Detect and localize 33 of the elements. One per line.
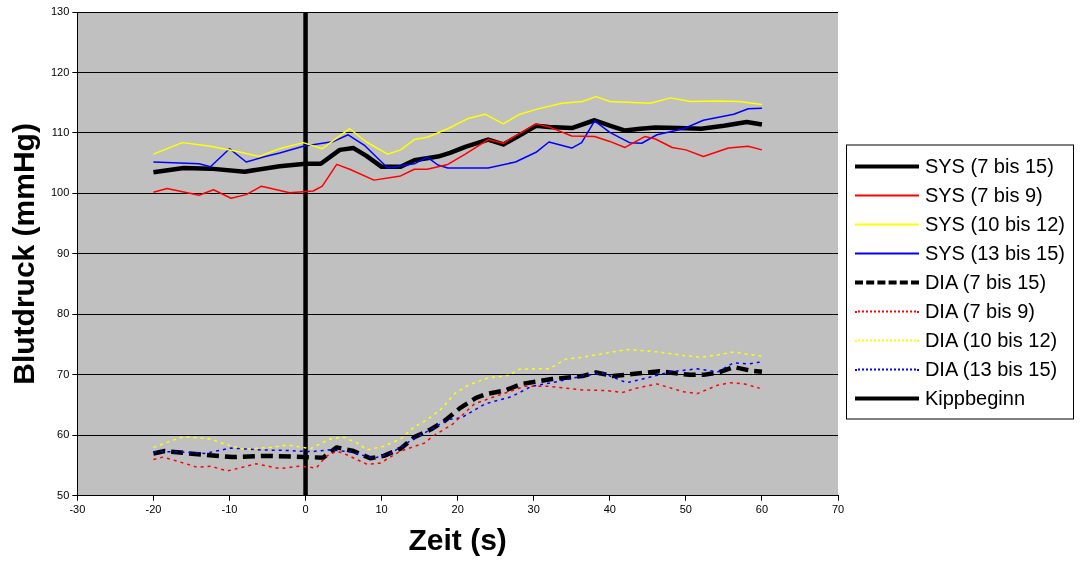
legend-label: SYS (13 bis 15) bbox=[924, 241, 1065, 265]
x-tick-label: -20 bbox=[145, 503, 162, 516]
x-axis-title: Zeit (s) bbox=[408, 523, 507, 557]
legend-label: DIA (13 bis 15) bbox=[924, 357, 1058, 381]
legend-label: DIA (10 bis 12) bbox=[924, 328, 1058, 352]
y-tick-label: 120 bbox=[50, 65, 70, 78]
x-tick-label: 10 bbox=[375, 503, 388, 516]
legend-label: Kippbeginn bbox=[924, 386, 1026, 410]
x-tick-label: 30 bbox=[527, 503, 540, 516]
legend-label: SYS (7 bis 9) bbox=[924, 183, 1043, 207]
y-tick-label: 80 bbox=[57, 307, 70, 320]
y-tick-label: 130 bbox=[50, 5, 70, 18]
x-tick-label: 0 bbox=[302, 503, 309, 516]
x-tick-label: 70 bbox=[831, 503, 845, 516]
x-tick-label: 20 bbox=[451, 503, 464, 516]
y-tick-label: 90 bbox=[57, 246, 70, 259]
legend-label: SYS (7 bis 15) bbox=[924, 154, 1054, 178]
legend-label: DIA (7 bis 15) bbox=[924, 270, 1047, 294]
line-series bbox=[152, 348, 763, 451]
y-tick-label: 70 bbox=[57, 367, 70, 380]
x-tick-label: 50 bbox=[679, 503, 692, 516]
y-tick-label: 60 bbox=[57, 428, 70, 441]
x-tick-label: -30 bbox=[69, 503, 86, 516]
legend-label: SYS (10 bis 12) bbox=[924, 212, 1065, 236]
x-tick-label: 40 bbox=[603, 503, 616, 516]
y-tick-label: 50 bbox=[57, 488, 70, 501]
line-series bbox=[152, 381, 761, 472]
y-axis-title: Blutdruck (mmHg) bbox=[7, 123, 41, 385]
x-tick-label: 60 bbox=[755, 503, 769, 516]
legend-label: DIA (7 bis 9) bbox=[924, 299, 1035, 323]
y-tick-label: 110 bbox=[51, 125, 70, 138]
x-tick-label: -10 bbox=[221, 503, 238, 516]
y-tick-label: 100 bbox=[50, 186, 70, 199]
